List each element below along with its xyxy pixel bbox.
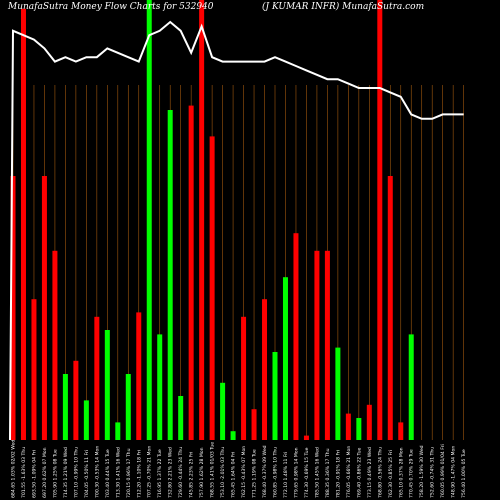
flow-bar [157,334,163,440]
x-tick-label: 745.85 2.23% 25 Fri [189,452,195,498]
flow-bar [398,422,404,440]
flow-bar [282,277,288,440]
flow-bar [20,8,26,441]
x-tick-label: 705.90 1.25% 08 Tue [52,449,58,498]
x-tick-label: 779.65 0.98% 14 Mon [293,447,299,498]
x-tick-label: 762.30 -0.85% 25 Fri [388,450,394,498]
flow-bar [293,233,299,440]
flow-bar [209,136,215,440]
flow-bar [377,0,383,440]
bars [10,0,414,441]
flow-bar [188,105,194,440]
flow-bar [41,176,47,440]
flow-bar [52,250,58,440]
price-line [9,20,464,441]
gridlines [12,85,464,440]
flow-bar [10,176,16,440]
x-tick-label: 701.55 -1.63% 03 Thu [21,447,27,498]
flow-bar [220,382,226,440]
flow-bar [345,413,351,440]
flow-bar [199,0,205,440]
x-tick-label: 697.20 0.62% 07 Mon [42,447,48,498]
x-tick-label: 760.05 0.99% 01/04 Fri [440,444,446,498]
x-tick-label: 700.30 -0.53% 14 Mon [94,446,100,498]
x-tick-label: 768.55 1.41% 01/03 Tue [210,442,216,498]
flow-bar [387,176,393,440]
flow-bar [262,299,268,440]
x-tick-label: 765.45 1.64% 04 Fri [231,452,237,498]
flow-bar [230,431,236,440]
x-tick-label: 762.15 -0.43% 07 Mon [241,446,247,498]
x-tick-label: 729.60 -0.44% 24 Thu [178,447,184,498]
x-tick-label: 752.60 -0.74% 31 Thu [430,447,436,498]
flow-bar [31,299,37,440]
flow-bar [366,404,372,440]
chart-title: MunafaSutra Money Flow Charts for 532940 [8,2,214,12]
flow-bar [83,400,89,440]
x-tick-label: 707.10 -0.99% 10 Thu [73,447,79,498]
x-tick-label: 757.90 1.62% 28 Mon [199,447,205,498]
flow-bar [104,330,110,440]
x-tick-label: 771.25 1.19% 08 Tue [252,449,258,498]
flow-bar [335,347,341,440]
x-tick-label: 768.80 -0.56% 24 Thu [377,447,383,498]
flow-bar [94,316,100,440]
x-tick-label: 716.95 1.37% 22 Tue [157,449,163,498]
x-tick-label: 765.10 0.37% 28 Mon [398,447,404,498]
x-tick-label: 703.40 0.44% 15 Tue [105,449,111,498]
price-line-path [9,20,464,441]
x-tick-label: 776.05 -0.66% 21 Mon [346,446,352,498]
x-tick-label: 774.30 -0.69% 15 Tue [304,447,310,498]
x-tick-label: 753.10 -2.01% 03 Thu [220,447,226,498]
x-tick-label: 720.15 0.96% 17 Thu [126,448,132,498]
x-tick-label: 768.40 -0.37% 09 Wed [262,445,268,498]
x-tick-label: 712.20 -1.10% 18 Fri [136,450,142,498]
flow-bar [178,396,184,440]
flow-bar [115,422,121,440]
flow-bar [303,435,309,440]
flow-bar [408,334,414,440]
flow-bar [241,316,247,440]
x-tick-label: 707.25 -0.70% 21 Mon [147,446,153,498]
x-tick-label: 770.45 0.70% 29 Tue [409,449,415,498]
x-tick-label: 693.50 -1.09% 04 Fri [31,450,37,498]
flow-bar [314,250,320,440]
flow-bar [324,250,330,440]
flow-bar [125,374,131,440]
x-tick-label: 788.35 0.36% 17 Thu [325,448,331,498]
flow-bar [356,418,362,440]
x-tick-label: 781.20 -0.91% 18 Fri [335,450,341,498]
x-tick-label: 772.10 1.48% 11 Fri [283,452,289,498]
flow-bar [73,360,79,440]
flow-bar [146,0,152,440]
x-tick-label: 704.05 -0.50% 11 Fri [84,450,90,498]
x-tick-label: 714.35 1.21% 09 Wed [63,447,69,498]
flow-bar [251,409,257,440]
flow-bar [167,110,173,440]
x-tick-label: 769.40 -0.86% 22 Tue [356,447,362,498]
x-tick-label: 732.80 2.21% 23 Wed [168,447,174,498]
x-tick-label: 748.90 -1.47% 04 Mon [451,446,457,498]
x-tick-label: 756.40 1.00% 05 Tue [461,449,467,498]
x-tick-label: 785.50 1.45% 16 Wed [314,447,320,498]
flow-bar [136,312,142,440]
chart-subtitle: (J KUMAR INFR) MunafaSutra.com [262,2,425,12]
x-tick-labels: 684.65 1.03% 02/02 Wed 701.55 -1.63% 03 T… [11,440,468,498]
flow-bar [62,374,68,440]
x-tick-label: 684.65 1.03% 02/02 Wed [11,440,17,498]
x-tick-label: 760.85 -0.98% 10 Thu [273,447,279,498]
x-tick-label: 773.15 0.49% 23 Wed [367,447,373,498]
flow-bar [272,352,278,440]
x-tick-label: 758.20 -1.59% 30 Wed [419,445,425,498]
x-tick-label: 713.30 1.41% 16 Wed [115,447,121,498]
